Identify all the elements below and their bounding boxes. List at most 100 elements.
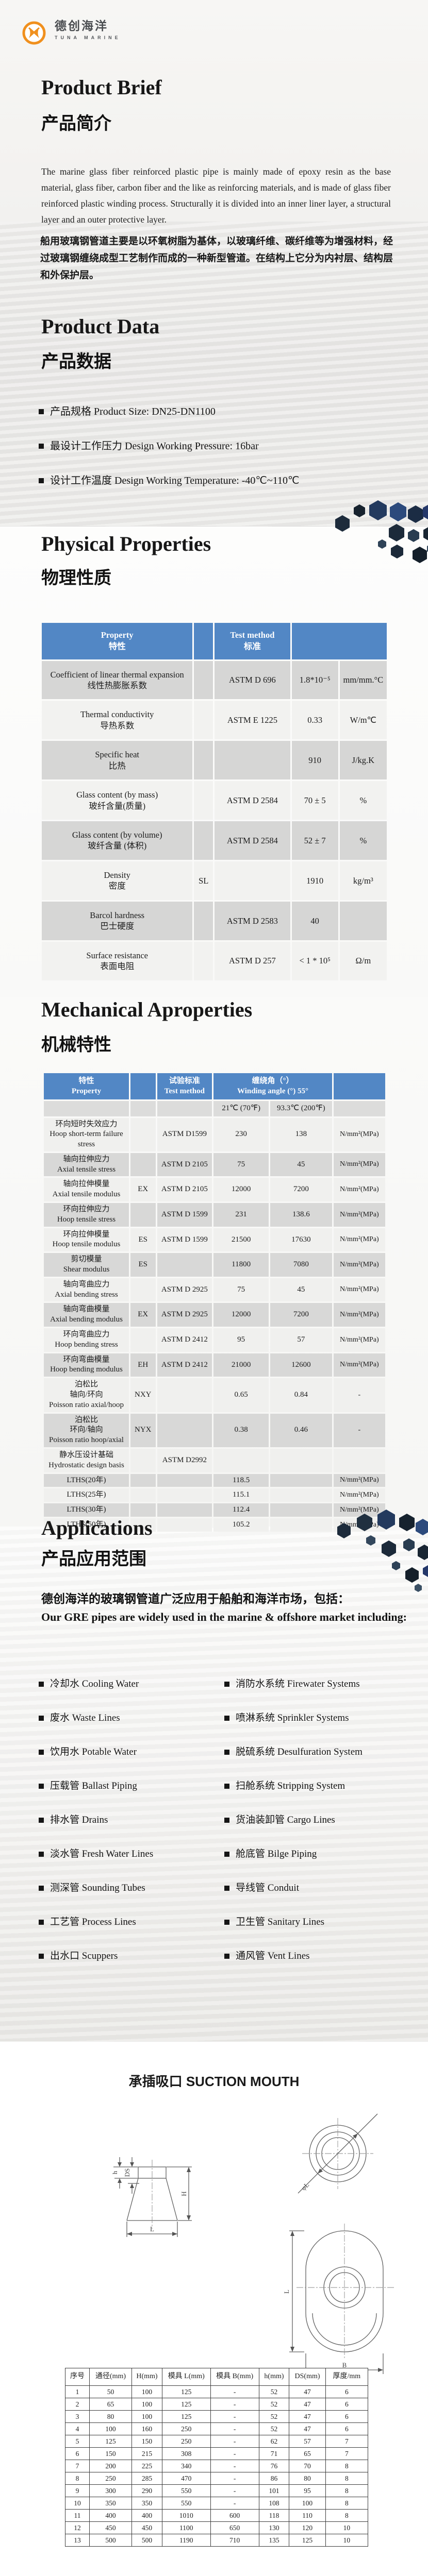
table-row: 轴向弯曲模量 Axial bending modulus EX ASTM D 2925… [44,1303,385,1327]
table-cell: 环向短时失效应力 Hoop short-term failure stress [44,1117,129,1151]
table-cell: 7 [65,2460,90,2472]
table-cell: N/mm²(MPa) [333,1353,385,1377]
table-cell: 7080 [270,1253,332,1277]
table-row: LTHS(20年) 118.5 N/mm²(MPa) [44,1473,385,1487]
table-cell: 125 [289,2534,326,2547]
table-cell [130,1503,156,1517]
table-cell: % [339,781,387,820]
table-row: 泊松比 环向/轴向 Poisson ratio hoop/axial NYX 0.38 0… [44,1413,385,1448]
table-cell: 500 [89,2534,133,2547]
table-cell: ASTM D 2584 [215,821,290,860]
table-cell: - [333,1378,385,1412]
table-cell: 65 [89,2398,133,2411]
table-cell [270,1488,332,1502]
product-data-title-en: Product Data [41,315,160,338]
dim-label-B: B [342,2361,347,2369]
applications-intro-en: Our GRE pipes are widely used in the mar… [41,1611,407,1623]
table-cell: 52 [258,2385,290,2398]
table-cell: 52 [258,2398,290,2411]
table-cell: Glass content (by mass) 玻纤含量(质量) [42,781,193,820]
table-row: 环向拉伸应力 Hoop tensile stress ASTM D 1599 231 1… [44,1203,385,1227]
table-cell: ASTM D 2412 [157,1353,212,1377]
table-cell [194,741,213,780]
table-row: 11 400 400 1010 600 118 110 8 [65,2509,369,2522]
table-cell: h(mm) [258,2368,290,2386]
table-cell [194,941,213,980]
table-cell: 7200 [270,1303,332,1327]
table-cell: 110 [289,2509,326,2522]
table-cell: 138.6 [270,1203,332,1227]
table-cell: 75 [213,1278,269,1302]
table-cell: 6 [325,2385,369,2398]
table-cell: ASTM D 2584 [215,781,290,820]
dim-label-L1: L [150,2225,154,2233]
table-row: LTHS(25年) 115.1 N/mm²(MPa) [44,1488,385,1502]
table-cell: < 1 * 10⁵ [291,941,338,980]
table-row: 10 350 350 550-108 100 8 [65,2497,369,2510]
table-cell: ASTM D 2105 [157,1153,212,1177]
table-cell [333,1073,385,1099]
table-cell: W/m℃ [339,701,387,740]
table-cell: 150 [89,2447,133,2460]
table-cell: 400 [131,2509,162,2522]
list-item: 消防水系统 Firewater Systems [224,1677,415,1691]
table-row: 13 500 500 1190 710 135 125 10 [65,2534,369,2547]
applications-title-cn: 产品应用范围 [41,1549,146,1569]
table-cell: 1010 [161,2509,211,2522]
table-cell: - [210,2447,259,2460]
table-cell: SL [194,861,213,900]
table-cell: NYX [130,1413,156,1448]
table-cell: 112.4 [213,1503,269,1517]
table-cell: 泊松比 轴向/环向 Poisson ratio axial/hoop [44,1378,129,1412]
table-cell [157,1518,212,1532]
table-cell: 21500 [213,1228,269,1252]
table-cell: 0.65 [213,1378,269,1412]
table-cell: 115.1 [213,1488,269,1502]
table-row: 环向弯曲应力 Hoop bending stress ASTM D 2412 95 57… [44,1328,385,1352]
table-cell: N/mm²(MPa) [333,1503,385,1517]
table-cell: 轴向拉伸应力 Axial tensile stress [44,1153,129,1177]
table-cell: 4 [65,2422,90,2435]
table-cell: 47 [289,2410,326,2423]
table-cell: 100 [89,2422,133,2435]
table-cell: 135 [258,2534,290,2547]
list-item: 卫生管 Sanitary Lines [224,1916,415,1929]
table-cell: 8 [325,2484,369,2497]
table-cell: 450 [89,2521,133,2534]
table-cell: N/mm²(MPa) [333,1278,385,1302]
suction-mouth-title: 承插吸口 SUCTION MOUTH [128,2074,300,2089]
table-cell: 12600 [270,1353,332,1377]
mechanical-title-cn: 机械特性 [41,1035,111,1055]
table-cell [130,1073,156,1099]
table-cell [157,1253,212,1277]
table-cell: 138 [270,1117,332,1151]
table-cell: 340 [161,2460,211,2472]
table-cell: 0.46 [270,1413,332,1448]
table-cell: 118 [258,2509,290,2522]
table-cell: 550 [161,2484,211,2497]
table-cell: 101 [258,2484,290,2497]
list-item: 脱硫系统 Desulfuration System [224,1745,415,1759]
suction-dimensions-table: 序号 通径(mm) H(mm) 模具 L(mm) 模具 B(mm) h(mm) DS(mm)… [65,2368,369,2547]
table-cell [270,1473,332,1487]
table-cell: 环向拉伸模量 Hoop tensile modulus [44,1228,129,1252]
table-row: 3 80 100 125-52 47 6 [65,2410,369,2423]
table-cell: 125 [89,2435,133,2448]
table-cell: - [210,2410,259,2423]
table-cell: 8 [325,2460,369,2472]
table-cell: - [210,2497,259,2510]
table-cell: Property 特性 [42,623,193,659]
table-cell: 120 [289,2521,326,2534]
table-cell: 1190 [161,2534,211,2547]
table-cell: 环向拉伸应力 Hoop tensile stress [44,1203,129,1227]
mechanical-title-en: Mechanical Aproperties [41,998,253,1021]
table-cell: 5 [65,2435,90,2448]
table-cell: 52 [258,2410,290,2423]
table-cell: - [333,1413,385,1448]
table-cell: ASTM D 696 [215,660,290,700]
table-row: Coefficient of linear thermal expansion 线… [42,660,387,700]
table-cell [130,1278,156,1302]
table-cell: Glass content (by volume) 玻纤含量 (体积) [42,821,193,860]
table-cell: - [210,2460,259,2472]
table-row: Barcol hardness 巴士硬度 ASTM D 2583 40 [42,901,387,940]
